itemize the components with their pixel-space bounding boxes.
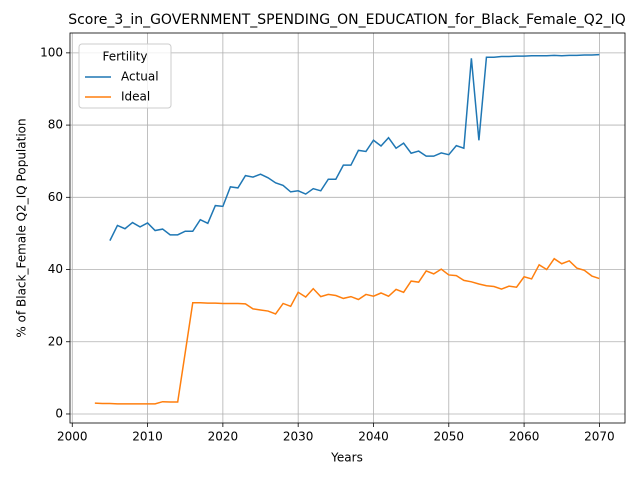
plot-frame — [69, 32, 626, 424]
legend-label: Actual — [121, 70, 159, 84]
chart-title: Score_3_in_GOVERNMENT_SPENDING_ON_EDUCAT… — [68, 12, 626, 28]
y-tick-label: 60 — [48, 190, 63, 204]
x-tick-label: 2050 — [434, 430, 465, 444]
x-tick-label: 2010 — [132, 430, 163, 444]
x-tick-label: 2020 — [208, 430, 239, 444]
x-tick-label: 2070 — [584, 430, 615, 444]
x-tick-label: 2000 — [57, 430, 88, 444]
legend-title: Fertility — [102, 50, 147, 64]
y-axis-label: % of Black_Female Q2_IQ Population — [15, 118, 29, 337]
y-tick-label: 20 — [48, 334, 63, 348]
legend: Fertility Actual Ideal — [78, 43, 172, 109]
x-tick-label: 2040 — [358, 430, 389, 444]
x-tick-label: 2030 — [283, 430, 314, 444]
x-axis-label: Years — [330, 451, 363, 465]
line-series — [94, 257, 600, 405]
y-tick-label: 80 — [48, 118, 63, 132]
y-tick-label: 40 — [48, 262, 63, 276]
legend-label: Ideal — [121, 90, 150, 104]
x-tick-label: 2060 — [509, 430, 540, 444]
line-series — [109, 53, 600, 241]
legend-box — [78, 43, 172, 109]
y-tick-label: 100 — [40, 45, 63, 59]
y-tick-label: 0 — [55, 406, 63, 420]
